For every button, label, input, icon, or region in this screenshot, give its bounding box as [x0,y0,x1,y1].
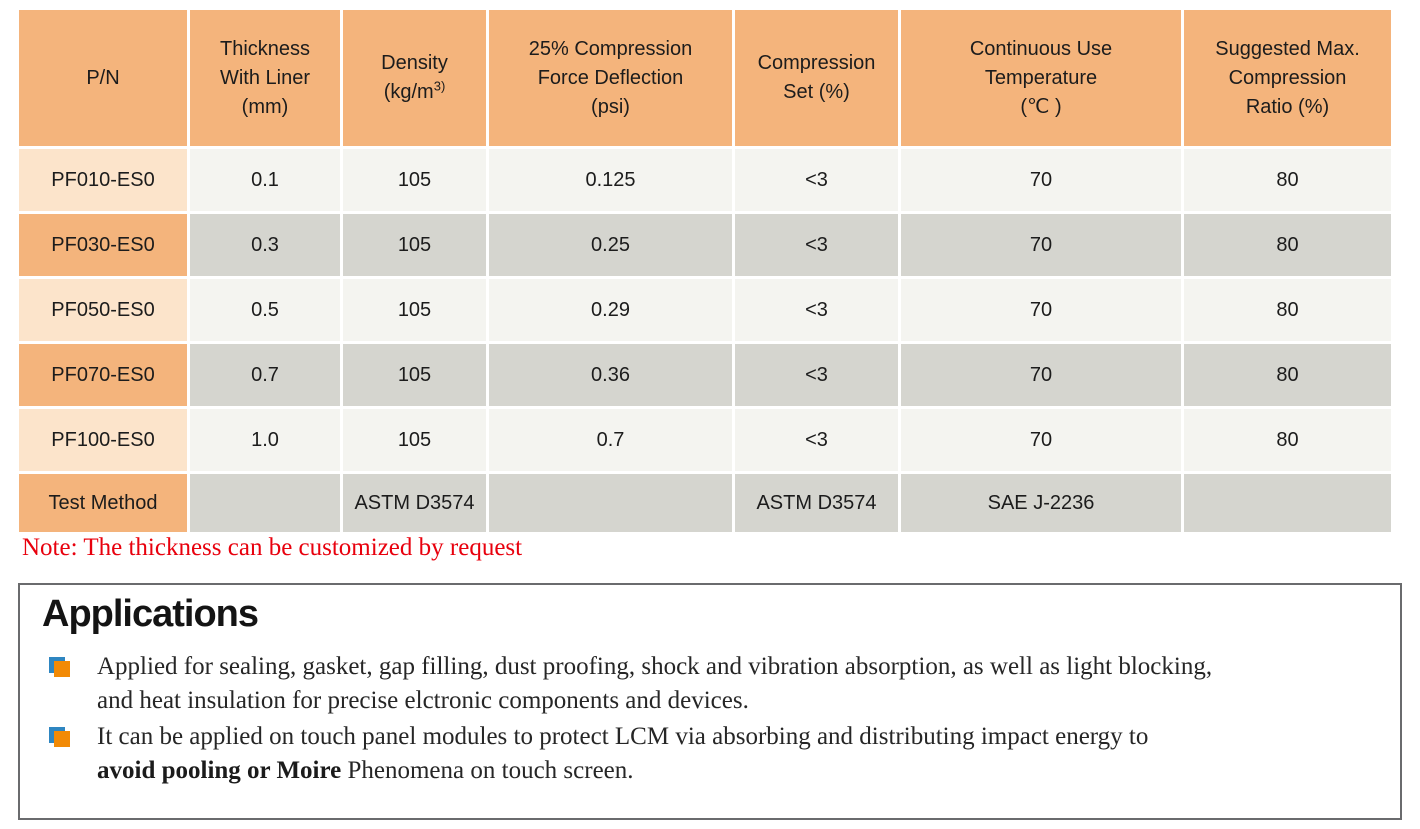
header-line: With Liner [219,66,311,89]
cell-temperature: 70 [901,214,1181,276]
cell-temperature: 70 [901,149,1181,211]
cell-pn: PF050-ES0 [19,279,187,341]
bullet-line: avoid pooling or Moire Phenomena on touc… [97,754,1387,788]
header-line: P/N [86,66,120,89]
cell-pn: PF070-ES0 [19,344,187,406]
cell-cfd: 0.125 [489,149,732,211]
cell-compression-set-test: ASTM D3574 [735,474,898,532]
cell-thickness-test [190,474,340,532]
cell-cfd-test [489,474,732,532]
header-line: (℃ ) [1020,95,1062,118]
thickness-note: Note: The thickness can be customized by… [22,534,523,561]
header-line: Density [381,52,448,74]
table-row: PF100-ES0 1.0 105 0.7 <3 70 80 [19,409,1391,471]
cell-compression-set: <3 [735,149,898,211]
column-header-density: Density (kg/m3) [343,10,486,146]
density-unit: (kg/m [383,81,434,103]
applications-section: Applications Applied for sealing, gasket… [18,583,1402,820]
cell-thickness: 0.5 [190,279,340,341]
column-header-cfd: 25% Compression Force Deflection (psi) [489,10,732,146]
header-row: P/N Thickness With Liner (mm) Density (k… [19,10,1391,146]
cell-cfd: 0.36 [489,344,732,406]
cell-density: 105 [343,149,486,211]
cell-thickness: 0.7 [190,344,340,406]
header-line: 25% Compression [528,37,693,60]
cell-pn: PF030-ES0 [19,214,187,276]
header-line: Temperature [984,66,1098,89]
cell-pn: PF100-ES0 [19,409,187,471]
bullet-text: Applied for sealing, gasket, gap filling… [97,650,1387,718]
cell-pn: PF010-ES0 [19,149,187,211]
table-row: PF030-ES0 0.3 105 0.25 <3 70 80 [19,214,1391,276]
cell-cfd: 0.7 [489,409,732,471]
cell-thickness: 0.3 [190,214,340,276]
cell-density-test: ASTM D3574 [343,474,486,532]
list-item: Applied for sealing, gasket, gap filling… [42,650,1400,718]
column-header-compression-set: Compression Set (%) [735,10,898,146]
applications-list: Applied for sealing, gasket, gap filling… [42,650,1400,788]
cell-compression-set: <3 [735,409,898,471]
cell-ratio: 80 [1184,279,1391,341]
bullet-text: It can be applied on touch panel modules… [97,720,1387,788]
spec-table: P/N Thickness With Liner (mm) Density (k… [16,7,1394,535]
cell-density: 105 [343,409,486,471]
cell-density: 105 [343,344,486,406]
header-line: Set (%) [783,81,850,103]
cell-ratio: 80 [1184,149,1391,211]
header-line: Force Deflection [537,66,684,89]
test-method-label: Test Method [19,474,187,532]
cell-ratio: 80 [1184,409,1391,471]
cell-thickness: 0.1 [190,149,340,211]
cell-compression-set: <3 [735,344,898,406]
density-unit-sup: 3) [433,78,446,94]
cell-temperature-test: SAE J-2236 [901,474,1181,532]
column-header-temperature: Continuous Use Temperature (℃ ) [901,10,1181,146]
header-line: (kg/m3) [343,78,486,107]
table-row: PF050-ES0 0.5 105 0.29 <3 70 80 [19,279,1391,341]
header-line: Continuous Use [969,37,1113,60]
header-line: Thickness [219,37,311,60]
header-line: (psi) [591,95,630,118]
test-method-row: Test Method ASTM D3574 ASTM D3574 SAE J-… [19,474,1391,532]
cell-compression-set: <3 [735,214,898,276]
column-header-max-compression-ratio: Suggested Max. Compression Ratio (%) [1184,10,1391,146]
header-line: Compression [1228,66,1347,89]
column-header-thickness: Thickness With Liner (mm) [190,10,340,146]
square-bullet-icon [49,727,72,750]
header-line: Suggested Max. [1215,37,1360,60]
cell-ratio-test [1184,474,1391,532]
header-line: (mm) [241,95,289,118]
bullet-bold-text: avoid pooling or Moire [97,757,342,784]
cell-density: 105 [343,279,486,341]
table-row: PF070-ES0 0.7 105 0.36 <3 70 80 [19,344,1391,406]
table-row: PF010-ES0 0.1 105 0.125 <3 70 80 [19,149,1391,211]
list-item: It can be applied on touch panel modules… [42,720,1400,788]
header-line: Compression [757,52,876,74]
cell-cfd: 0.29 [489,279,732,341]
cell-cfd: 0.25 [489,214,732,276]
bullet-line: Applied for sealing, gasket, gap filling… [97,653,1213,680]
cell-density: 105 [343,214,486,276]
column-header-pn: P/N [19,10,187,146]
cell-temperature: 70 [901,279,1181,341]
header-line: Ratio (%) [1245,95,1330,118]
bullet-line: and heat insulation for precise elctroni… [97,687,749,714]
cell-temperature: 70 [901,409,1181,471]
cell-compression-set: <3 [735,279,898,341]
cell-thickness: 1.0 [190,409,340,471]
bullet-rest-text: Phenomena on touch screen. [341,757,634,784]
bullet-line: It can be applied on touch panel modules… [97,723,1149,750]
cell-temperature: 70 [901,344,1181,406]
cell-ratio: 80 [1184,344,1391,406]
cell-ratio: 80 [1184,214,1391,276]
applications-title: Applications [42,593,259,635]
square-bullet-icon [49,657,72,680]
